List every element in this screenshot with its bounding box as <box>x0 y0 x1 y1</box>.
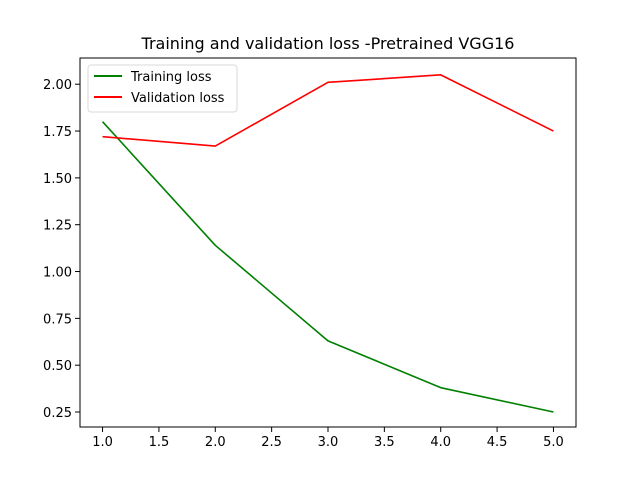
y-tick-label: 1.75 <box>43 125 72 140</box>
legend-box <box>87 64 238 113</box>
plot-frame <box>79 57 577 428</box>
series-line-training-loss <box>101 121 554 413</box>
legend: Training loss Validation loss <box>87 64 238 113</box>
legend-label-training-loss: Training loss <box>130 70 212 85</box>
x-tick-label: 2.0 <box>205 435 226 450</box>
x-tick-label: 3.0 <box>318 435 339 450</box>
chart-title: Training and validation loss -Pretrained… <box>141 34 515 53</box>
series-line-validation-loss <box>102 74 554 147</box>
x-tick-label: 2.5 <box>261 435 282 450</box>
x-tick-label: 1.5 <box>149 435 170 450</box>
y-tick-label: 0.25 <box>43 406 72 421</box>
y-tick-label: 1.25 <box>43 219 72 234</box>
x-tick-label: 4.0 <box>430 435 451 450</box>
x-tick-label: 3.5 <box>374 435 395 450</box>
y-tick-label: 0.50 <box>43 359 72 374</box>
y-tick-label: 0.75 <box>43 312 72 327</box>
legend-label-validation-loss: Validation loss <box>131 91 225 106</box>
x-tick-label: 1.0 <box>92 435 113 450</box>
x-tick-label: 4.5 <box>487 435 508 450</box>
x-tick-label: 5.0 <box>543 435 564 450</box>
plot-area <box>101 74 554 413</box>
y-tick-label: 2.00 <box>43 78 72 93</box>
y-tick-label: 1.50 <box>43 172 72 187</box>
y-axis: 0.25 0.50 0.75 1.00 1.25 1.50 1.75 2.00 <box>43 78 80 421</box>
x-axis: 1.0 1.5 2.0 2.5 3.0 3.5 4.0 4.5 5.0 <box>92 427 564 450</box>
y-tick-label: 1.00 <box>43 266 72 281</box>
